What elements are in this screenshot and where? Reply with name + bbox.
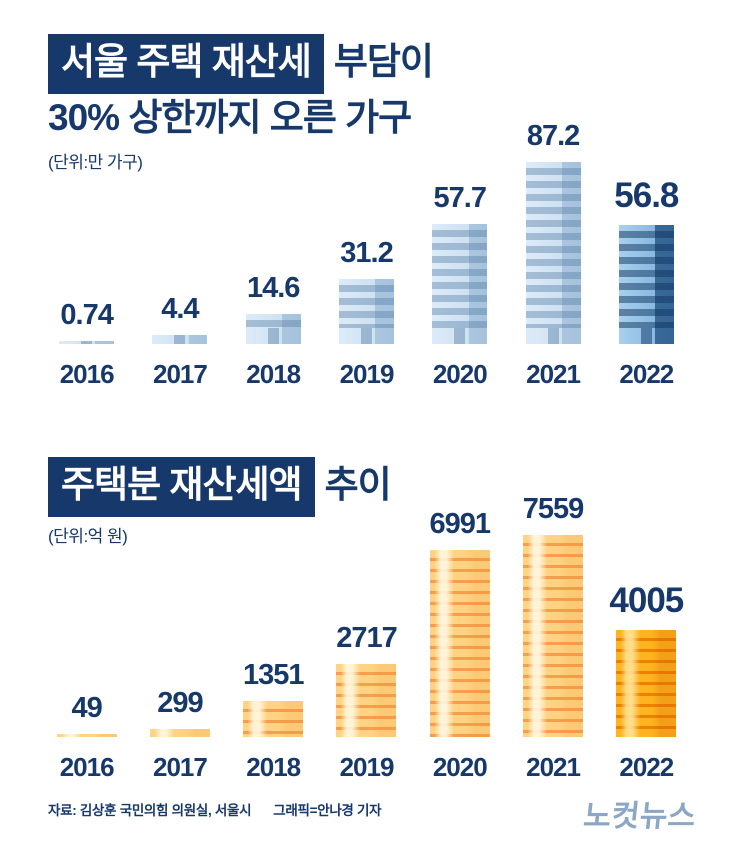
building-shade xyxy=(282,314,301,344)
source-credit: 자료: 김상훈 국민의힘 의원실, 서울시 xyxy=(48,803,252,818)
footer: 자료: 김상훈 국민의힘 의원실, 서울시 그래픽=안나경 기자 xyxy=(48,799,382,819)
value-label-2022: 4005 xyxy=(609,581,684,620)
value-label-2019: 31.2 xyxy=(340,237,393,269)
tax-amount-bar-chart: 49 2016 299 2017 1351 2018 2717 2019 699… xyxy=(40,493,693,782)
building-bar-2016 xyxy=(59,341,115,344)
building-door-icon xyxy=(267,328,279,344)
bar-group-2017: 299 2017 xyxy=(133,687,226,782)
bar-group-2017: 4.4 2017 xyxy=(133,293,226,389)
building-door-icon xyxy=(174,335,186,344)
chart1-title-highlight-box: 서울 주택 재산세 xyxy=(48,34,324,94)
x-label-2020: 2020 xyxy=(432,359,488,389)
value-label-2020: 57.7 xyxy=(433,182,487,214)
coin-stack-bar-2020 xyxy=(429,550,490,737)
building-bar-2021 xyxy=(525,162,581,344)
x-label-2022: 2022 xyxy=(619,359,674,389)
bar-group-2018: 14.6 2018 xyxy=(227,272,320,389)
building-shade xyxy=(188,335,208,344)
coin-stack-bar-2018 xyxy=(243,701,304,737)
building-bar-2022-highlight xyxy=(618,225,674,344)
building-bar-2017 xyxy=(152,335,208,344)
x-label-2021: 2021 xyxy=(526,752,581,782)
chart1-title-block: 서울 주택 재산세 부담이 30% 상한까지 오른 가구 (단위:만 가구) xyxy=(48,34,434,173)
coin-stack-bar-2017 xyxy=(149,729,210,737)
graphic-credit: 그래픽=안나경 기자 xyxy=(273,803,382,818)
building-door-icon xyxy=(360,328,372,344)
building-windows xyxy=(245,320,301,328)
x-label-2019: 2019 xyxy=(339,752,395,782)
building-door-icon xyxy=(640,328,652,344)
x-label-2017: 2017 xyxy=(153,752,208,782)
x-label-2016: 2016 xyxy=(59,752,115,782)
value-label-2017: 4.4 xyxy=(161,293,199,325)
value-label-2016: 0.74 xyxy=(60,299,113,331)
bar-group-2022-highlight: 4005 2022 xyxy=(600,581,693,782)
value-label-2021: 87.2 xyxy=(526,120,580,152)
coin-stack-bar-2016 xyxy=(56,734,117,737)
value-label-2018: 14.6 xyxy=(246,272,300,304)
value-label-2016: 49 xyxy=(71,692,103,724)
value-label-2018: 1351 xyxy=(242,659,305,691)
households-bar-chart: 0.74 2016 4.4 2017 14.6 2018 31.2 2019 5… xyxy=(40,120,693,389)
x-label-2017: 2017 xyxy=(153,359,208,389)
bar-group-2020: 6991 2020 xyxy=(413,508,506,782)
x-label-2018: 2018 xyxy=(246,752,301,782)
building-shade xyxy=(95,341,115,344)
coin-stack-bar-2022-highlight xyxy=(616,630,677,737)
building-windows xyxy=(525,168,581,328)
building-windows xyxy=(432,230,488,328)
building-windows xyxy=(618,231,674,328)
building-door-icon xyxy=(81,341,93,344)
value-label-2020: 6991 xyxy=(429,508,492,540)
value-label-2022: 56.8 xyxy=(614,176,679,215)
chart1-title-line1: 서울 주택 재산세 부담이 xyxy=(48,34,434,94)
chart2-title-block: 주택분 재산세액 추이 (단위:억 원) xyxy=(48,457,392,547)
value-label-2017: 299 xyxy=(157,687,203,719)
coin-stack-bar-2021 xyxy=(523,535,584,737)
building-bar-2018 xyxy=(245,314,301,344)
value-label-2019: 2717 xyxy=(336,622,398,654)
building-bar-2019 xyxy=(338,279,394,344)
bar-group-2019: 31.2 2019 xyxy=(320,237,413,389)
x-label-2021: 2021 xyxy=(526,359,581,389)
building-bar-2020 xyxy=(432,224,488,344)
chart1-unit-label: (단위:만 가구) xyxy=(48,152,143,172)
bar-group-2016: 49 2016 xyxy=(40,692,133,782)
building-door-icon xyxy=(454,328,466,344)
nocut-news-logo: 노컷뉴스 xyxy=(581,800,698,833)
bar-group-2020: 57.7 2020 xyxy=(413,182,506,389)
x-label-2018: 2018 xyxy=(246,359,301,389)
chart2-unit-label: (단위:억 원) xyxy=(48,526,128,546)
building-shade xyxy=(375,279,394,344)
bar-group-2022-highlight: 56.8 2022 xyxy=(600,176,693,389)
value-label-2021: 7559 xyxy=(522,493,585,525)
bar-group-2021: 87.2 2021 xyxy=(506,120,599,389)
building-shade xyxy=(561,162,581,344)
x-label-2022: 2022 xyxy=(619,752,674,782)
bar-group-2019: 2717 2019 xyxy=(320,622,413,782)
x-label-2019: 2019 xyxy=(339,359,395,389)
bar-group-2021: 7559 2021 xyxy=(506,493,599,782)
chart2-title-line1: 주택분 재산세액 추이 xyxy=(48,457,392,517)
chart1-title-line2: 30% 상한까지 오른 가구 xyxy=(48,96,412,138)
building-windows xyxy=(338,285,394,328)
bar-group-2018: 1351 2018 xyxy=(227,659,320,782)
building-shade xyxy=(468,224,488,344)
chart2-title-highlight-box: 주택분 재산세액 xyxy=(48,457,315,517)
building-door-icon xyxy=(547,328,559,344)
x-label-2016: 2016 xyxy=(59,359,115,389)
bar-group-2016: 0.74 2016 xyxy=(40,299,133,389)
chart1-title-after: 부담이 xyxy=(333,41,434,82)
x-label-2020: 2020 xyxy=(432,752,488,782)
chart2-title-after: 추이 xyxy=(324,464,392,505)
coin-stack-bar-2019 xyxy=(336,664,397,737)
